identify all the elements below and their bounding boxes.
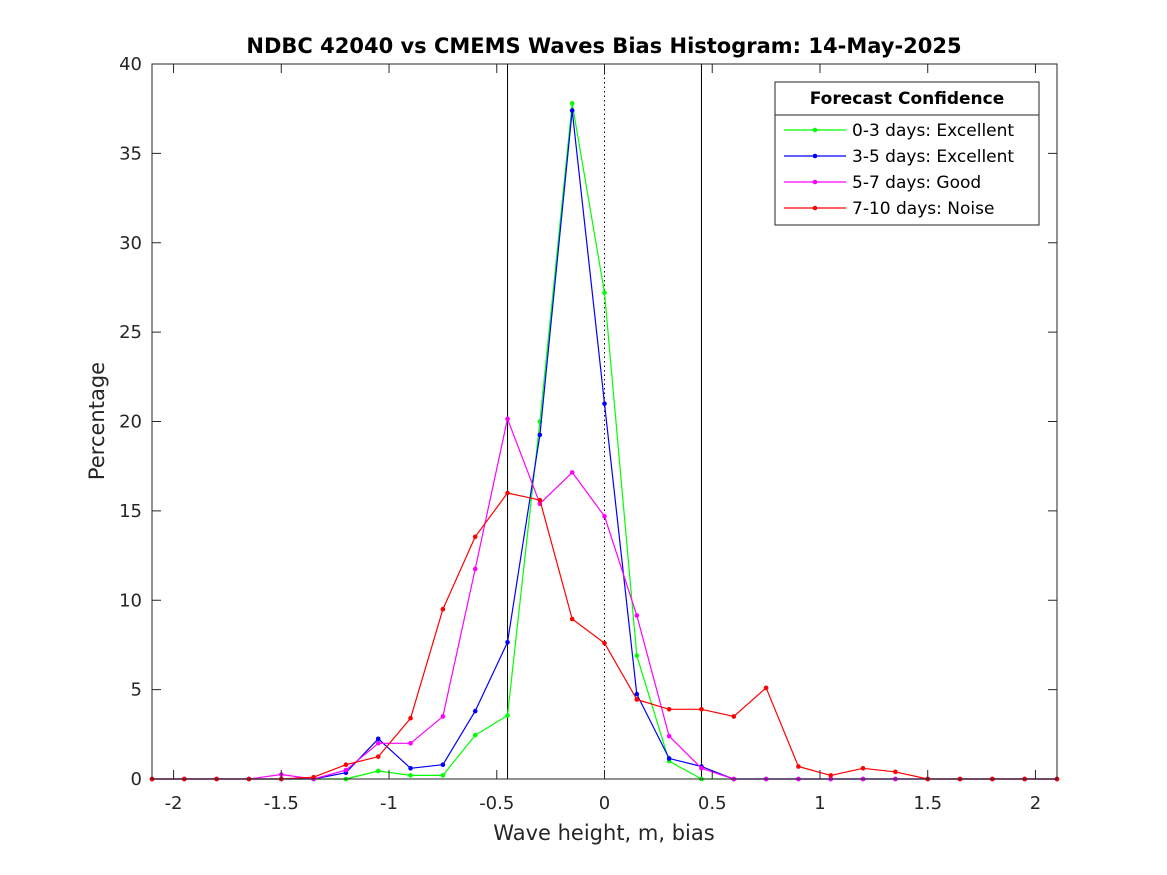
series-point (602, 640, 607, 646)
series-point (666, 733, 672, 739)
series-point (408, 715, 413, 721)
x-tick-label: -1.5 (264, 793, 299, 814)
series-point (311, 774, 316, 780)
series-point (375, 740, 381, 746)
series-point (472, 534, 478, 540)
y-tick-label: 35 (119, 143, 142, 164)
legend: Forecast Confidence 0-3 days: Excellent 3… (774, 81, 1040, 226)
series-point (828, 773, 834, 778)
legend-label: 3-5 days: Excellent (852, 147, 1014, 167)
series-point (763, 685, 769, 691)
y-tick-label: 25 (119, 322, 142, 343)
axis-ticks (152, 63, 1057, 780)
series-point (569, 616, 575, 622)
legend-title: Forecast Confidence (810, 89, 1005, 109)
series-point (569, 470, 575, 475)
series-point (375, 736, 381, 742)
legend-item: 3-5 days: Excellent (784, 147, 1014, 167)
series-3 (149, 490, 1060, 782)
x-tick-label: 0.5 (698, 793, 727, 814)
series-point (343, 762, 349, 767)
legend-marker (812, 127, 818, 133)
series-point (602, 290, 607, 296)
x-tick-label: -0.5 (479, 793, 514, 814)
series-point (602, 513, 607, 519)
x-tick-label: 0 (599, 793, 610, 814)
y-tick-label: 5 (131, 680, 142, 701)
y-tick-label: 10 (119, 590, 142, 611)
series-point (796, 764, 801, 769)
series-point (569, 101, 575, 106)
y-tick-label: 40 (119, 54, 142, 75)
y-tick-label: 30 (119, 233, 142, 254)
legend-label: 5-7 days: Good (852, 173, 981, 193)
y-tick-label: 20 (119, 412, 142, 433)
series-point (472, 708, 478, 714)
series-point (569, 108, 575, 113)
y-axis-title: Percentage (85, 362, 109, 480)
x-axis-tick-labels: -2 -1.5 -1 -0.5 0 0.5 1 1.5 2 (165, 793, 1042, 814)
series-point (343, 767, 349, 773)
legend-marker (812, 153, 818, 159)
legend-label: 7-10 days: Noise (852, 199, 994, 219)
x-tick-label: -1 (380, 793, 398, 814)
y-axis-tick-labels: 0 5 10 15 20 25 30 35 40 (119, 54, 142, 790)
series-point (860, 765, 866, 771)
x-tick-label: 2 (1030, 793, 1041, 814)
series-point (440, 606, 446, 612)
series-point (634, 691, 640, 697)
legend-items: 0-3 days: Excellent 3-5 days: Excellent 5-… (784, 121, 1014, 219)
series-point (375, 768, 381, 774)
legend-box (774, 81, 1040, 226)
series-point (537, 432, 543, 438)
chart-title: NDBC 42040 vs CMEMS Waves Bias Histogram… (246, 34, 961, 58)
x-axis-title: Wave height, m, bias (493, 821, 714, 845)
series-point (634, 613, 640, 618)
series-point (699, 706, 704, 712)
series-point (472, 566, 478, 572)
series-point (505, 713, 510, 718)
series-point (634, 697, 640, 702)
series-point (505, 639, 510, 645)
legend-item: 5-7 days: Good (784, 173, 981, 193)
reference-lines (507, 64, 702, 779)
x-tick-label: 1 (814, 793, 825, 814)
series-point (440, 773, 446, 778)
series-point (602, 401, 607, 406)
series-point (375, 754, 381, 759)
series-point (731, 714, 737, 719)
series-point (505, 490, 510, 496)
legend-label: 0-3 days: Excellent (852, 121, 1014, 141)
legend-item: 7-10 days: Noise (784, 199, 994, 219)
series-point (408, 773, 413, 778)
series-point (440, 762, 446, 767)
series-point (408, 765, 413, 771)
x-tick-label: 1.5 (913, 793, 942, 814)
y-tick-label: 15 (119, 501, 142, 522)
series-point (505, 416, 510, 422)
series-point (893, 769, 898, 775)
series-point (408, 740, 413, 746)
legend-marker (812, 179, 818, 185)
series-point (699, 765, 704, 771)
series-point (666, 706, 672, 712)
series-point (537, 497, 543, 503)
series-point (634, 653, 640, 658)
series-point (666, 756, 672, 761)
x-tick-label: -2 (165, 793, 183, 814)
legend-item: 0-3 days: Excellent (784, 121, 1014, 141)
legend-marker (812, 205, 818, 211)
series-point (472, 732, 478, 738)
y-tick-label: 0 (131, 769, 142, 790)
series-point (440, 714, 446, 719)
